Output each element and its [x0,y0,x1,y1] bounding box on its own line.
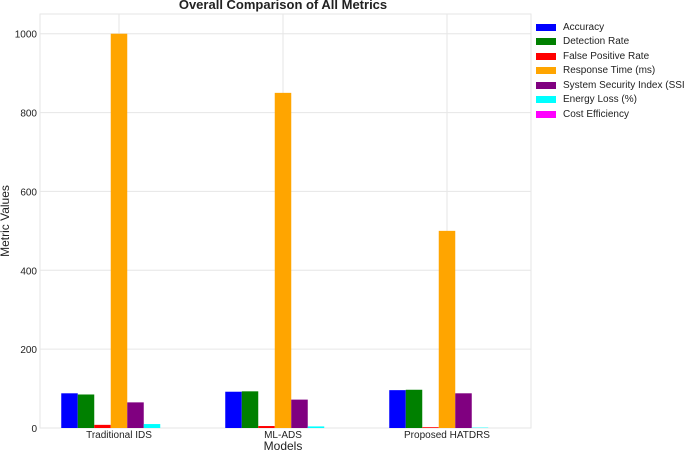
legend-item: Accuracy [536,20,685,35]
legend-swatch [536,52,556,60]
bar [241,391,259,428]
chart-title: Overall Comparison of All Metrics [179,0,387,12]
legend-item: Detection Rate [536,35,685,50]
y-tick-label: 0 [31,424,37,435]
legend-label: Cost Efficiency [563,108,629,120]
bar [405,389,423,428]
legend-swatch [536,96,556,104]
legend-label: Detection Rate [563,36,630,48]
bar [94,424,111,428]
bar [422,427,439,428]
legend-label: Response Time (ms) [563,65,656,77]
y-tick-label: 800 [20,109,37,120]
legend-label: Accuracy [563,21,605,33]
bar [389,390,406,428]
x-tick-label: ML-ADS [264,430,302,441]
x-ticks: Traditional IDS ML-ADS Proposed HATDRS [86,430,490,441]
x-tick-label: Traditional IDS [86,430,152,441]
y-tick-label: 400 [20,266,37,277]
legend-item: Response Time (ms) [536,64,685,79]
legend-swatch [536,23,556,31]
legend-label: Energy Loss (%) [563,94,637,106]
y-tick-label: 200 [20,345,37,356]
legend-item: Cost Efficiency [536,107,685,122]
bar [291,399,308,428]
legend-swatch [536,38,556,46]
y-axis-label: Metric Values [0,185,12,257]
bar [225,391,242,428]
legend-item: Energy Loss (%) [536,93,685,108]
y-tick-label: 1000 [15,30,38,41]
bar [307,426,325,428]
legend-swatch [536,110,556,118]
bar [143,424,161,428]
legend-item: System Security Index (SSI) [536,78,685,93]
bar [455,393,472,428]
legend-label: False Positive Rate [563,50,650,62]
y-tick-label: 600 [20,187,37,198]
x-axis-label: Models [264,439,303,451]
legend: Accuracy Detection Rate False Positive Rat… [536,20,685,122]
bar [61,393,78,428]
legend-swatch [536,67,556,75]
bars [61,33,489,428]
y-ticks: 0 200 400 600 800 1000 [15,30,38,435]
bar [77,394,95,428]
bar [274,92,292,428]
legend-label: System Security Index (SSI) [563,79,685,91]
legend-item: False Positive Rate [536,49,685,64]
bar [110,33,128,428]
bar [438,230,456,428]
x-tick-label: Proposed HATDRS [404,430,490,441]
bar [258,426,275,428]
bar [127,402,144,428]
legend-swatch [536,81,556,89]
